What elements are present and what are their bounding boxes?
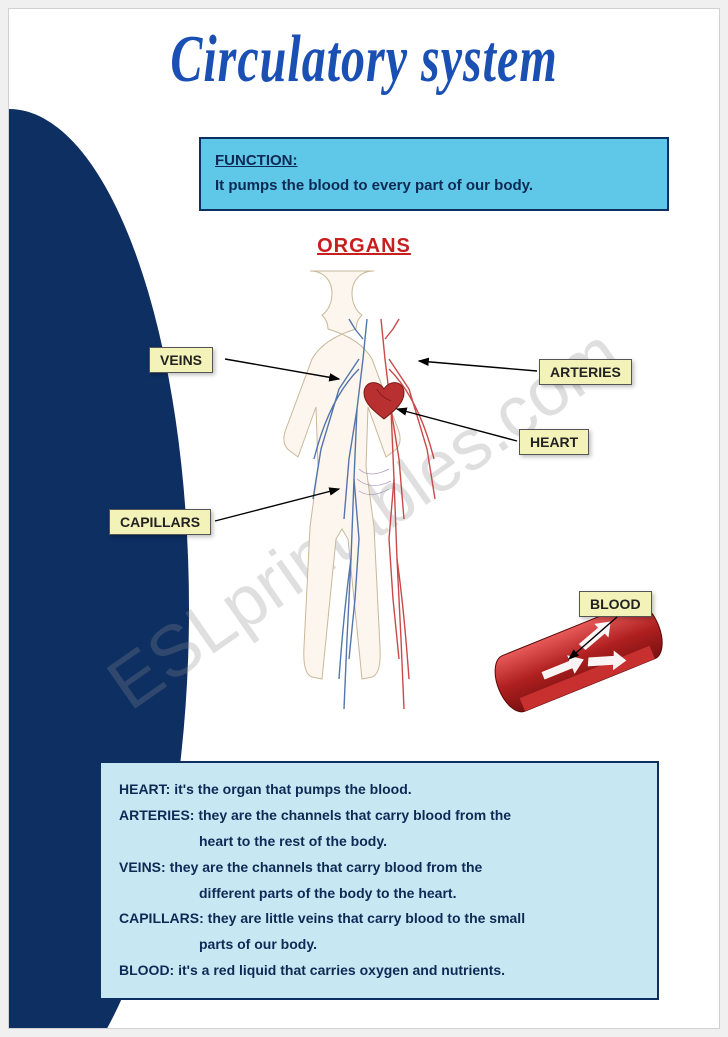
function-label: FUNCTION: — [215, 152, 298, 169]
def-capillars: CAPILLARS: they are little veins that ca… — [119, 906, 639, 932]
def-arteries-cont: heart to the rest of the body. — [119, 829, 639, 855]
definitions-box: HEART: it's the organ that pumps the blo… — [99, 761, 659, 1000]
def-capillars-cont: parts of our body. — [119, 932, 639, 958]
label-veins: VEINS — [149, 347, 213, 373]
blood-vessel-diagram — [469, 599, 679, 719]
organs-heading: ORGANS — [9, 235, 719, 258]
def-arteries: ARTERIES: they are the channels that car… — [119, 803, 639, 829]
def-heart: HEART: it's the organ that pumps the blo… — [119, 777, 639, 803]
def-blood: BLOOD: it's a red liquid that carries ox… — [119, 958, 639, 984]
def-veins: VEINS: they are the channels that carry … — [119, 855, 639, 881]
def-veins-cont: different parts of the body to the heart… — [119, 881, 639, 907]
label-blood: BLOOD — [579, 591, 652, 617]
label-capillars: CAPILLARS — [109, 509, 211, 535]
function-text: It pumps the blood to every part of our … — [215, 177, 533, 194]
function-box: FUNCTION: It pumps the blood to every pa… — [199, 137, 669, 211]
label-arteries: ARTERIES — [539, 359, 632, 385]
page-title: Circulatory system — [9, 21, 719, 98]
body-diagram — [259, 259, 489, 739]
worksheet-page: ESLprintables.com Circulatory system FUN… — [8, 8, 720, 1029]
label-heart: HEART — [519, 429, 589, 455]
